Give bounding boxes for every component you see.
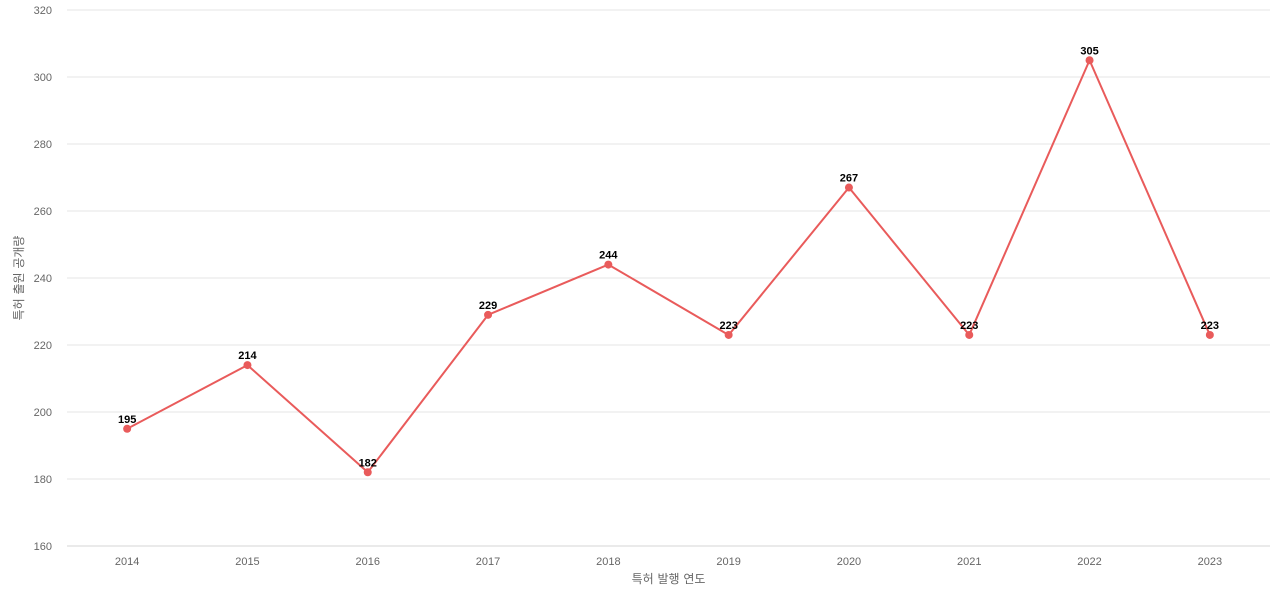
x-axis-ticks: 2014 2015 2016 2017 2018 2019 2020 2021 2022 2023: [115, 556, 1222, 568]
data-point[interactable]: [243, 361, 252, 370]
data-point[interactable]: [123, 424, 132, 433]
x-tick-label: 2016: [356, 556, 380, 568]
data-point[interactable]: [604, 260, 613, 269]
x-tick-label: 2018: [596, 556, 620, 568]
y-tick-label: 280: [34, 139, 52, 151]
data-point[interactable]: [844, 183, 853, 192]
x-axis-title: 특허 발행 연도: [632, 571, 706, 586]
x-tick-label: 2020: [837, 556, 861, 568]
data-label: 195: [118, 414, 136, 426]
data-label: 305: [1080, 45, 1098, 57]
data-point[interactable]: [1205, 330, 1214, 339]
y-tick-label: 300: [34, 72, 52, 84]
data-label: 182: [359, 457, 377, 469]
data-label: 214: [238, 350, 257, 362]
x-tick-label: 2021: [957, 556, 981, 568]
data-label: 223: [960, 320, 978, 332]
y-tick-label: 260: [34, 206, 52, 218]
data-label: 267: [840, 173, 858, 185]
data-point[interactable]: [363, 468, 372, 477]
y-tick-label: 160: [34, 541, 52, 553]
data-point[interactable]: [724, 330, 733, 339]
series-line: [126, 59, 1211, 474]
x-tick-label: 2019: [716, 556, 740, 568]
x-tick-label: 2014: [115, 556, 139, 568]
y-tick-label: 200: [34, 407, 52, 419]
data-label: 229: [479, 300, 497, 312]
y-tick-label: 240: [34, 273, 52, 285]
x-tick-label: 2023: [1198, 556, 1222, 568]
data-label: 223: [719, 320, 737, 332]
data-point[interactable]: [965, 330, 974, 339]
y-tick-label: 320: [34, 5, 52, 17]
y-axis-ticks: 160 180 200 220 240 260 280 300 320: [34, 5, 52, 553]
data-point[interactable]: [1085, 56, 1094, 65]
y-axis-title: 특허 출원 공개량: [12, 236, 26, 321]
series-group: [123, 56, 1214, 477]
data-label: 244: [599, 250, 618, 262]
data-point[interactable]: [484, 310, 493, 319]
grid-lines: [67, 9, 1270, 547]
data-label: 223: [1201, 320, 1219, 332]
y-tick-label: 220: [34, 340, 52, 352]
x-tick-label: 2022: [1077, 556, 1101, 568]
y-tick-label: 180: [34, 474, 52, 486]
x-tick-label: 2017: [476, 556, 500, 568]
data-labels: 195 214 182 229 244 223 267 223 305 223: [118, 45, 1219, 469]
x-tick-label: 2015: [235, 556, 259, 568]
